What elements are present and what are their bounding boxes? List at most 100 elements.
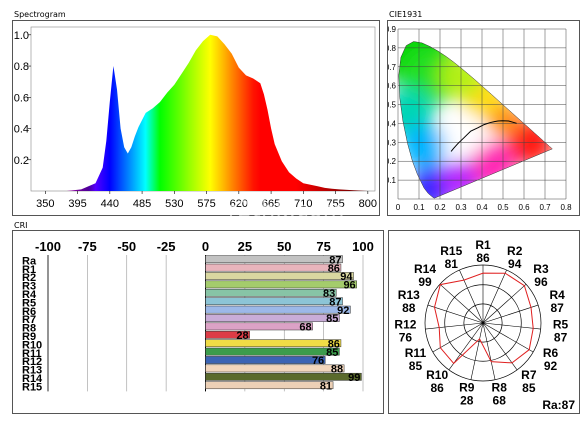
radar-value-R5: 87 (554, 331, 568, 345)
cri-value-R13: 88 (331, 364, 343, 376)
spectrogram-chart: 0.2 0.4 0.6 0.8 1.0 350 395 440 485 530 575 620 665 7… (14, 26, 377, 210)
radar-label-R8: R8 (492, 380, 508, 394)
cri-value-R1: 86 (328, 263, 340, 275)
cie-panel: 0 0.1 0.2 0.3 0.4 0.5 0.6 0.7 0.8 0.1 0.2 0.3 0.4 0.5… (385, 20, 580, 216)
radar-spoke-R2 (482, 269, 507, 324)
radar-spoke-R13 (427, 304, 484, 324)
radar-label-R3: R3 (533, 262, 549, 276)
cri-x-tick--25: -25 (157, 239, 176, 254)
cri-x-tick--75: -75 (78, 239, 97, 254)
radar-value-R11: 85 (409, 359, 423, 373)
cri-category-R3: R3 (22, 281, 36, 293)
cri-value-R9: 28 (236, 330, 248, 342)
cri-bar-R11 (205, 347, 340, 356)
cri-x-tick-0: 0 (202, 239, 209, 254)
cri-bar-Ra (205, 255, 343, 264)
cri-value-R4: 83 (323, 288, 335, 300)
radar-value-R4: 87 (551, 301, 565, 315)
cri-value-R11: 85 (326, 347, 338, 359)
cri-category-R1: R1 (22, 264, 36, 276)
cie-x-tick-0.5: 0.5 (497, 203, 509, 212)
radar-value-R15: 81 (445, 257, 459, 271)
cie-x-tick-0: 0 (396, 203, 401, 212)
cri-bar-R15 (205, 381, 334, 390)
cie-color-blob-3 (401, 124, 446, 169)
cri-category-R14: R14 (22, 373, 43, 385)
radar-value-R1: 86 (476, 251, 490, 265)
radar-spoke-R14 (439, 283, 484, 324)
cri-bar-R8 (205, 322, 313, 331)
x-tick-label-485: 485 (133, 198, 151, 210)
cie-x-tick-0.3: 0.3 (455, 203, 467, 212)
x-tick-label-440: 440 (101, 198, 119, 210)
x-tick-label-800: 800 (359, 198, 377, 210)
cri-bar-R13 (205, 364, 345, 373)
radar-label-R15: R15 (440, 244, 462, 258)
cri-bar-R2 (205, 272, 354, 280)
cri-bar-R9 (205, 330, 250, 339)
cri-category-R4: R4 (22, 289, 37, 301)
radar-label-R9: R9 (459, 380, 475, 394)
cri-category-Ra: Ra (22, 255, 37, 267)
radar-spoke-R7 (482, 322, 518, 371)
cri-bar-R4 (205, 288, 337, 297)
radar-ra-label: Ra:87 (542, 398, 575, 412)
cri-panel: -100 -75 -50 -25 0 25 50 75 100 Ra 87 R1 86 R2 94 R3 96 R… (12, 230, 384, 414)
y-tick-label-0.4: 0.4 (14, 124, 29, 136)
radar-spoke-R11 (432, 322, 484, 353)
cie-x-tick-0.8: 0.8 (560, 203, 572, 212)
cri-value-R3: 96 (343, 280, 355, 292)
cie-y-tick-0.7: 0.7 (388, 63, 397, 72)
radar-spoke-R4 (482, 304, 539, 324)
cri-category-R15: R15 (22, 381, 42, 393)
cri-value-Ra: 87 (329, 254, 341, 266)
cri-category-R12: R12 (22, 356, 42, 368)
cri-x-tick-100: 100 (352, 239, 374, 254)
cie-x-tick-0.1: 0.1 (413, 203, 425, 212)
cie-color-blob-11 (443, 116, 484, 157)
y-tick-label-0.6: 0.6 (14, 92, 29, 104)
cie-y-tick-0.8: 0.8 (388, 44, 397, 53)
radar-label-R7: R7 (521, 368, 537, 382)
radar-label-R13: R13 (398, 288, 420, 302)
cri-value-R6: 92 (337, 305, 349, 317)
cie-y-tick-0.4: 0.4 (388, 119, 397, 128)
planckian-locus (450, 120, 517, 152)
y-tick-label-0.2: 0.2 (14, 155, 29, 167)
radar-label-R6: R6 (543, 346, 559, 360)
cie-x-tick-0.2: 0.2 (434, 203, 446, 212)
radar-series-line (433, 272, 534, 365)
radar-spoke-R6 (482, 322, 534, 353)
radar-label-R11: R11 (405, 346, 427, 360)
x-tick-label-350: 350 (36, 198, 54, 210)
cri-category-R6: R6 (22, 306, 36, 318)
cri-x-tick-25: 25 (238, 239, 252, 254)
cie-x-tick-0.4: 0.4 (476, 203, 488, 212)
spectrum-area (66, 34, 368, 191)
cri-value-R7: 85 (326, 313, 338, 325)
radar-label-R14: R14 (414, 262, 436, 276)
x-tick-label-395: 395 (68, 198, 86, 210)
cri-category-R13: R13 (22, 365, 42, 377)
cie-y-tick-0.1: 0.1 (388, 176, 397, 185)
cri-value-R10: 86 (328, 338, 340, 350)
cri-bar-R3 (205, 280, 357, 289)
x-tick-label-665: 665 (262, 198, 280, 210)
cri-bar-R5 (205, 297, 343, 306)
cri-bar-R14 (205, 372, 362, 381)
cie-y-tick-0.2: 0.2 (388, 157, 397, 166)
radar-label-R12: R12 (394, 318, 416, 332)
radar-value-R8: 68 (493, 393, 507, 407)
radar-value-R12: 76 (399, 331, 413, 345)
cri-bar-R12 (205, 356, 326, 364)
x-tick-label-575: 575 (197, 198, 215, 210)
radar-panel: R1 86 R2 94 R3 96 R4 87 R5 87 R6 92 R7 85 R8 68 R9 28 R10 8… (388, 230, 580, 414)
y-tick-label-1.0: 1.0 (14, 30, 29, 42)
cri-category-R10: R10 (22, 339, 42, 351)
radar-spoke-R12 (425, 322, 484, 330)
cri-value-R12: 76 (312, 355, 324, 367)
radar-spoke-R8 (482, 322, 496, 380)
x-tick-label-620: 620 (230, 198, 248, 210)
cri-x-tick-50: 50 (277, 239, 291, 254)
